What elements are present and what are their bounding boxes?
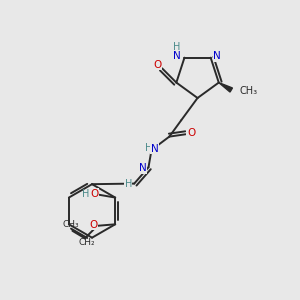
Text: H: H <box>173 42 181 52</box>
Text: CH₃: CH₃ <box>63 220 79 230</box>
Text: H: H <box>82 189 90 199</box>
Text: O: O <box>90 220 98 230</box>
Text: H: H <box>145 142 152 153</box>
Text: CH₂: CH₂ <box>78 238 95 247</box>
Text: N: N <box>151 144 158 154</box>
Text: N: N <box>213 51 221 61</box>
Text: N: N <box>173 51 181 61</box>
Text: O: O <box>90 189 98 199</box>
Text: H: H <box>124 179 132 189</box>
Text: N: N <box>139 163 146 173</box>
Text: CH₃: CH₃ <box>240 86 258 97</box>
Text: O: O <box>187 128 195 138</box>
Polygon shape <box>219 82 232 92</box>
Text: O: O <box>153 60 161 70</box>
